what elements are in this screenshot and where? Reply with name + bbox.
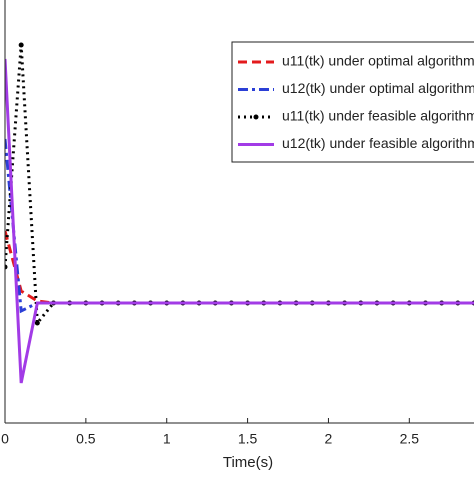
x-tick-label: 1 — [163, 431, 171, 447]
legend: u11(tk) under optimal algorithm u12(tk) u… — [232, 42, 474, 162]
legend-label: u11(tk) under feasible algorithm — [282, 108, 474, 124]
x-tick-label: 1.5 — [238, 431, 258, 447]
x-tick-label: 2.5 — [400, 431, 420, 447]
x-tick-label: 2 — [325, 431, 333, 447]
legend-label: u12(tk) under feasible algorithm — [282, 135, 474, 151]
series-line — [5, 139, 474, 311]
x-tick-label: 0.5 — [76, 431, 96, 447]
point-marker — [19, 43, 24, 48]
legend-label: u12(tk) under optimal algorithm — [282, 80, 474, 96]
legend-marker — [254, 115, 259, 120]
point-marker — [35, 321, 40, 326]
legend-label: u11(tk) under optimal algorithm — [282, 53, 474, 69]
x-tick-label: 0 — [1, 431, 9, 447]
series-line — [5, 231, 474, 303]
x-axis-label: Time(s) — [223, 454, 273, 471]
